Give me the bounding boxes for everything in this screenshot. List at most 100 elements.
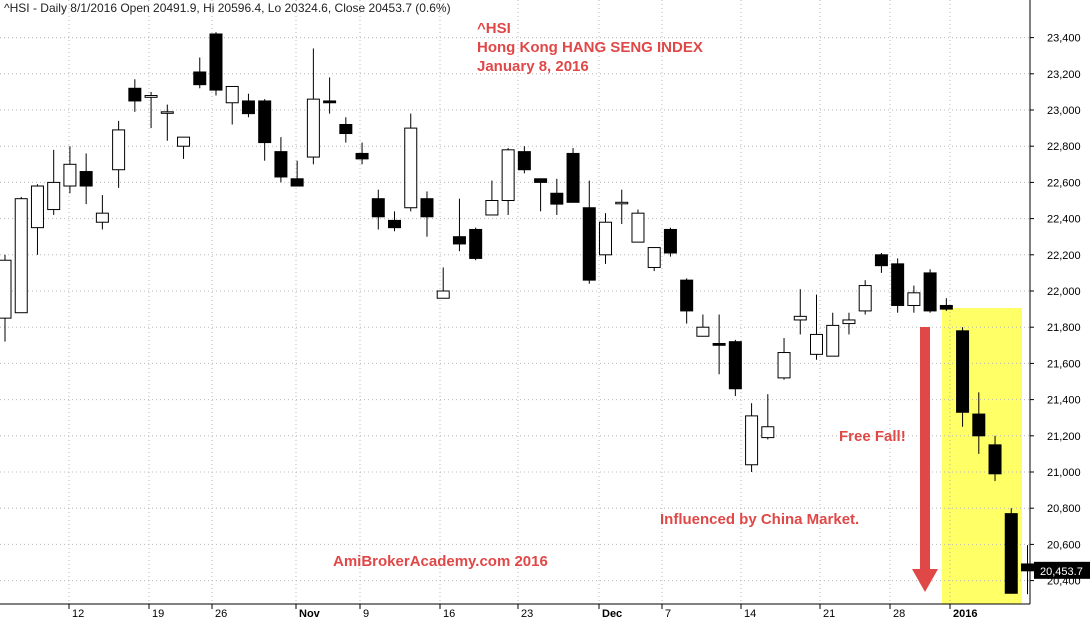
- free-fall-annotation: Free Fall!: [839, 428, 906, 445]
- candle-body-up: [647, 247, 661, 268]
- y-tick-label: 21,400: [1047, 395, 1081, 407]
- y-tick-label: 23,200: [1047, 69, 1081, 81]
- candle-body-down: [728, 341, 742, 390]
- x-tick-label: Nov: [299, 608, 321, 620]
- candle-body-up: [436, 290, 450, 299]
- candle-body-down: [972, 413, 986, 437]
- candle-body-up: [95, 212, 109, 223]
- y-tick-label: 22,200: [1047, 250, 1081, 262]
- x-tick-label: 14: [744, 608, 756, 620]
- candle-body-down: [371, 198, 385, 218]
- symbol-label: ^HSI: [477, 20, 511, 37]
- chart-header: ^HSI - Daily 8/1/2016 Open 20491.9, Hi 2…: [4, 1, 451, 15]
- candle-body-down: [988, 444, 1002, 475]
- y-tick-label: 21,600: [1047, 358, 1081, 370]
- candle-body-up: [47, 181, 61, 211]
- candle-body-up: [63, 163, 77, 187]
- candle-body-up: [160, 111, 174, 114]
- x-tick-label: 19: [152, 608, 164, 620]
- candle-body-up: [501, 149, 515, 202]
- y-tick-label: 21,800: [1047, 322, 1081, 334]
- candle-body-up: [907, 292, 921, 306]
- candle-body-down: [550, 192, 564, 205]
- candle-body-down: [874, 254, 888, 267]
- x-tick-label: 9: [363, 608, 369, 620]
- y-tick-label: 20,600: [1047, 539, 1081, 551]
- candle-body-up: [826, 324, 840, 357]
- candle-body-down: [534, 178, 548, 183]
- candle-body-up: [177, 136, 191, 147]
- x-tick-label: 7: [665, 608, 671, 620]
- free-fall-arrow-head: [912, 569, 938, 592]
- candle-body-up: [144, 95, 158, 98]
- x-tick-label: 26: [215, 608, 227, 620]
- candle-body-down: [663, 228, 677, 254]
- candle-body-down: [582, 207, 596, 281]
- candle-body-down: [517, 151, 531, 171]
- y-tick-label: 22,800: [1047, 141, 1081, 153]
- last-price-label: 20,453.7: [1040, 566, 1083, 578]
- candle-body-down: [956, 330, 970, 413]
- date-label: January 8, 2016: [477, 58, 589, 75]
- free-fall-arrow-shaft: [920, 327, 930, 569]
- candle-body-down: [566, 152, 580, 203]
- candle-body-up: [599, 221, 613, 256]
- y-tick-label: 21,000: [1047, 467, 1081, 479]
- candle-body-down: [712, 342, 726, 346]
- china-influence-annotation: Influenced by China Market.: [660, 511, 860, 528]
- candle-body-down: [290, 178, 304, 187]
- y-tick-label: 23,000: [1047, 105, 1081, 117]
- candle-body-down: [209, 33, 223, 91]
- candle-body-up: [485, 200, 499, 216]
- y-tick-label: 20,800: [1047, 503, 1081, 515]
- candle-body-down: [193, 71, 207, 86]
- candle-body-up: [696, 326, 710, 337]
- candle-body-up: [404, 127, 418, 209]
- candle-body-down: [680, 279, 694, 312]
- x-tick-label: 23: [521, 608, 533, 620]
- candle-body-up: [112, 129, 126, 171]
- candle-body-up: [858, 285, 872, 312]
- candle-body-up: [777, 352, 791, 379]
- candle-body-up: [842, 319, 856, 325]
- y-tick-label: 21,200: [1047, 431, 1081, 443]
- x-tick-label: 12: [72, 608, 84, 620]
- candle-body-down: [420, 198, 434, 218]
- candle-body-up: [0, 259, 12, 319]
- candle-body-up: [793, 315, 807, 321]
- y-tick-label: 23,400: [1047, 33, 1081, 45]
- candle-body-down: [923, 272, 937, 312]
- candle-body-up: [14, 198, 28, 314]
- x-tick-label: 2016: [953, 608, 977, 620]
- candle-body-up: [810, 333, 823, 355]
- watermark-label: AmiBrokerAcademy.com 2016: [333, 553, 548, 570]
- candle-body-down: [388, 219, 402, 229]
- candle-body-up: [225, 85, 239, 104]
- candle-body-down: [258, 100, 272, 144]
- candle-body-down: [1004, 513, 1018, 594]
- chart-title-block: ^HSI Hong Kong HANG SENG INDEX January 8…: [477, 19, 703, 76]
- candle-body-down: [469, 228, 483, 259]
- candle-body-down: [891, 263, 905, 306]
- candle-body-up: [745, 415, 759, 466]
- candle-body-down: [128, 87, 142, 102]
- candle-body-down: [355, 152, 369, 160]
- x-tick-label: 28: [893, 608, 905, 620]
- candle-body-up: [306, 98, 320, 158]
- y-tick-label: 22,000: [1047, 286, 1081, 298]
- index-name-label: Hong Kong HANG SENG INDEX: [477, 39, 703, 56]
- candle-body-down: [241, 100, 255, 115]
- x-tick-label: 21: [823, 608, 835, 620]
- candle-body-up: [761, 426, 775, 439]
- candle-body-down: [79, 171, 93, 187]
- candle-body-up: [615, 201, 629, 205]
- x-tick-label: 16: [443, 608, 455, 620]
- candle-body-down: [939, 304, 953, 310]
- candle-body-down: [1020, 563, 1034, 572]
- y-tick-label: 22,600: [1047, 177, 1081, 189]
- x-tick-label: Dec: [602, 608, 622, 620]
- y-tick-label: 22,400: [1047, 214, 1081, 226]
- last-price-badge: [1034, 561, 1090, 579]
- candle-body-up: [30, 185, 44, 229]
